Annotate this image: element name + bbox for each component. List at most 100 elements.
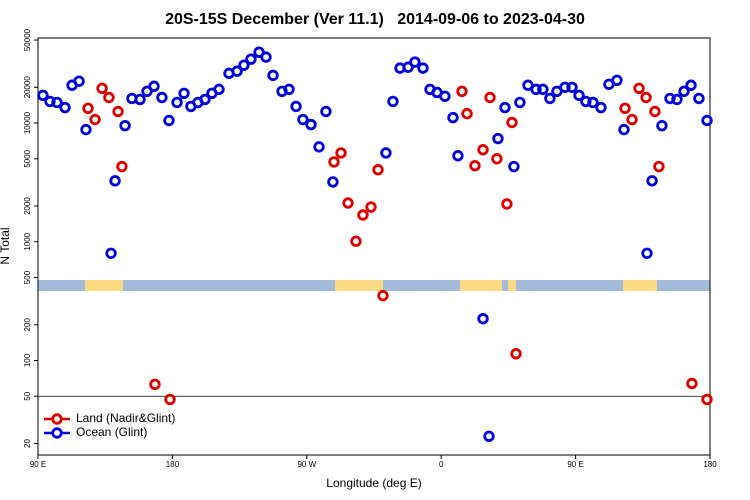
- point: [116, 160, 128, 173]
- point: [483, 430, 495, 442]
- point: [566, 81, 578, 93]
- x-tick-label: 90 E: [30, 460, 46, 469]
- point: [537, 83, 549, 96]
- point: [508, 160, 520, 173]
- y-tick-label: 100: [23, 353, 32, 367]
- point: [260, 51, 272, 63]
- x-tick-label: 90 W: [297, 460, 316, 469]
- point: [587, 96, 599, 109]
- point: [103, 91, 115, 104]
- y-tick-label: 2000: [23, 197, 32, 215]
- point: [573, 89, 585, 102]
- point: [335, 147, 347, 159]
- point: [685, 79, 697, 91]
- point: [626, 113, 638, 126]
- y-tick-label: 50: [23, 391, 32, 400]
- point: [671, 93, 683, 106]
- point: [559, 81, 571, 93]
- point: [506, 116, 518, 129]
- point: [178, 87, 190, 99]
- point: [73, 75, 85, 87]
- point: [501, 198, 513, 210]
- point: [544, 92, 556, 105]
- point: [119, 119, 131, 132]
- point: [514, 96, 526, 109]
- point: [595, 101, 607, 114]
- point: [611, 74, 623, 86]
- point: [461, 107, 473, 120]
- point: [372, 164, 384, 176]
- point: [96, 82, 108, 95]
- point: [44, 95, 56, 108]
- point: [649, 105, 661, 118]
- point: [452, 150, 464, 162]
- point: [164, 393, 176, 406]
- point: [109, 175, 121, 187]
- point: [439, 90, 451, 102]
- y-tick-label: 5000: [23, 149, 32, 167]
- y-tick-label: 10000: [23, 111, 32, 134]
- point: [80, 123, 92, 136]
- point: [297, 113, 309, 126]
- plot-frame: [37, 37, 711, 456]
- point: [328, 156, 340, 168]
- point: [477, 312, 489, 325]
- y-tick-label: 20: [23, 438, 32, 447]
- point: [664, 92, 676, 105]
- point: [618, 123, 630, 136]
- y-tick-label: 1000: [23, 232, 32, 250]
- point: [357, 209, 369, 221]
- point: [499, 101, 511, 114]
- point: [619, 102, 631, 115]
- point: [633, 82, 645, 95]
- point: [409, 56, 421, 68]
- legend-label: Land (Nadir&Glint): [76, 411, 175, 425]
- land-mask-strip: [38, 280, 710, 291]
- y-axis-label: N Total: [0, 227, 12, 264]
- point: [305, 118, 317, 131]
- x-axis-label: Longitude (deg E): [326, 476, 421, 490]
- chart-title: 20S-15S December (Ver 11.1) 2014-09-06 t…: [165, 11, 585, 28]
- point: [283, 83, 295, 96]
- point: [313, 141, 325, 153]
- series: [37, 46, 713, 442]
- point: [377, 289, 389, 302]
- land-strip: [85, 280, 123, 291]
- point: [327, 176, 339, 188]
- x-tick-label: 180: [703, 460, 717, 469]
- point: [320, 105, 332, 118]
- point: [149, 378, 161, 391]
- point: [640, 91, 652, 104]
- land-strip: [335, 280, 383, 291]
- land-strip: [460, 280, 502, 291]
- y-tick-label: 500: [23, 270, 32, 284]
- point: [402, 61, 414, 73]
- point: [492, 132, 504, 145]
- point: [267, 69, 279, 82]
- legend-marker: [51, 427, 63, 439]
- point: [171, 96, 183, 109]
- point: [141, 85, 153, 97]
- point: [653, 160, 665, 173]
- y-tick-label: 200: [23, 318, 32, 332]
- point: [447, 111, 459, 124]
- y-tick-label: 20000: [23, 76, 32, 99]
- point: [678, 85, 690, 97]
- point: [477, 144, 489, 156]
- land-strip: [508, 280, 516, 291]
- point: [350, 235, 362, 247]
- point: [456, 85, 468, 97]
- legend-marker: [51, 413, 63, 425]
- point: [199, 93, 211, 106]
- legend-label: Ocean (Glint): [76, 425, 147, 439]
- point: [387, 95, 399, 108]
- point: [491, 153, 503, 165]
- point: [641, 247, 653, 259]
- point: [530, 83, 542, 96]
- point: [148, 80, 160, 92]
- point: [365, 201, 377, 213]
- point: [484, 91, 496, 104]
- point: [245, 53, 257, 65]
- point: [701, 393, 713, 406]
